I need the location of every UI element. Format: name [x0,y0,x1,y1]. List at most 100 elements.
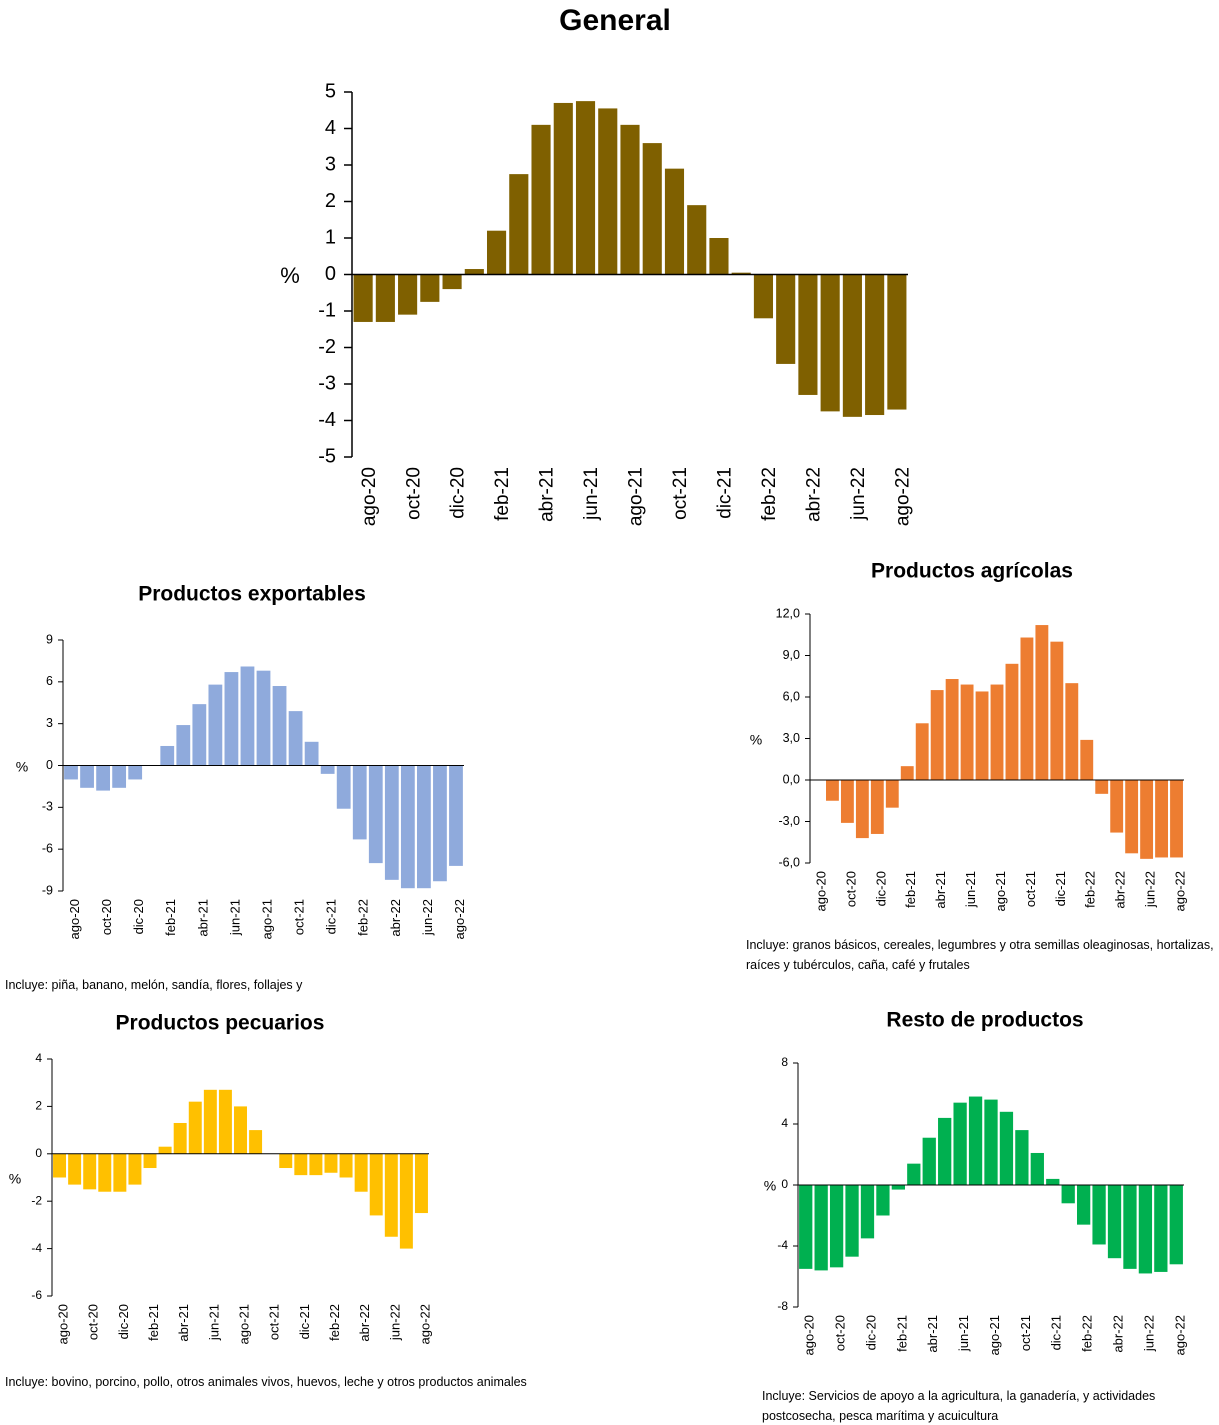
x-tick-label: dic-21 [715,467,736,519]
bar [64,765,78,780]
bar [1140,780,1154,859]
chart-title: General [559,4,671,37]
bar [96,765,110,791]
bar [887,274,907,410]
bar [930,690,944,780]
bar [907,1163,921,1185]
bar [1015,1130,1029,1185]
bar [203,1089,217,1154]
y-tick-label: 0,0 [783,772,800,786]
bar [173,1122,187,1154]
bar [814,1185,828,1271]
bar [990,684,1004,780]
x-tick-label: dic-20 [131,899,146,934]
x-tick-label: jun-22 [1141,1315,1156,1352]
y-tick-label: -2 [31,1193,42,1207]
bar [143,1153,157,1169]
y-tick-label: 3 [46,716,53,730]
x-tick-label: abr-22 [357,1304,372,1342]
bar [464,269,484,275]
x-tick-label: oct-21 [1023,871,1038,907]
x-tick-label: ago-20 [56,1304,71,1344]
bar [304,741,319,766]
bar [575,101,596,275]
y-tick-label: 3 [325,153,336,175]
bar [1050,641,1064,780]
y-tick-label: 4 [325,117,336,139]
y-tick-label: 1 [325,226,336,248]
y-tick-label: -4 [777,1238,788,1252]
bar [731,272,751,275]
bar [753,274,774,319]
x-tick-label: jun-22 [420,899,435,936]
bar [384,765,399,880]
x-tick-label: abr-21 [537,467,558,522]
x-tick-label: abr-22 [1111,1315,1126,1353]
bar [1046,1178,1060,1185]
bar [865,274,885,416]
bar [953,1102,967,1185]
x-tick-label: feb-21 [163,899,178,936]
x-tick-label: jun-21 [581,467,602,521]
x-tick-label: oct-20 [403,467,424,520]
x-tick-label: jun-21 [227,899,242,936]
y-tick-label: 0 [781,1177,788,1191]
bar [553,102,573,275]
bar [398,274,418,315]
y-tick-label: 4 [781,1116,788,1130]
x-tick-label: feb-22 [1083,871,1098,908]
x-tick-label: feb-22 [759,467,780,521]
y-tick-label: -2 [318,336,336,358]
bar [433,765,447,882]
bar [1155,780,1168,858]
x-tick-label: abr-21 [195,899,210,937]
bar [900,766,914,780]
y-tick-label: -6 [42,841,53,855]
x-tick-label: oct-20 [833,1315,848,1351]
x-tick-label: oct-21 [292,899,307,935]
y-axis-label: % [280,263,300,288]
y-tick-label: -9 [42,883,53,897]
chart-note: Incluye: bovino, porcino, pollo, otros a… [5,1375,527,1389]
bar [922,1137,936,1185]
x-tick-label: abr-21 [933,871,948,909]
bar [324,1153,338,1173]
bar [826,780,839,801]
bar [1107,1185,1122,1259]
bar [234,1106,247,1154]
x-tick-label: oct-21 [1018,1315,1033,1351]
chart-title: Resto de productos [886,1009,1083,1032]
bar [598,108,618,275]
y-tick-label: 9 [46,632,53,646]
bar [984,1099,998,1185]
bar [68,1153,82,1185]
y-tick-label: -4 [318,409,336,431]
y-tick-label: -6 [31,1288,42,1302]
x-tick-label: jun-22 [1143,871,1158,908]
y-tick-label: -1 [318,299,336,321]
bar [420,274,440,302]
x-tick-label: abr-22 [388,899,403,937]
x-tick-label: oct-20 [86,1304,101,1340]
chart-note: Incluye: granos básicos, cereales, legum… [746,938,1214,972]
bar [368,765,383,864]
bar [1123,1185,1137,1269]
bar [80,765,94,788]
bar [1169,1185,1183,1265]
bar [279,1153,293,1169]
x-tick-label: ago-22 [1173,871,1188,911]
bar [860,1185,875,1239]
bar [128,1153,142,1185]
x-tick-label: jun-21 [963,871,978,908]
bar [975,691,989,780]
x-tick-label: oct-20 [843,871,858,907]
bar [968,1096,983,1185]
x-tick-label: jun-21 [206,1304,221,1341]
bar [240,666,255,766]
bar [384,1153,398,1237]
bar [509,174,529,275]
bar [1035,625,1049,780]
y-tick-label: 2 [325,190,336,212]
x-tick-label: oct-21 [670,467,691,520]
